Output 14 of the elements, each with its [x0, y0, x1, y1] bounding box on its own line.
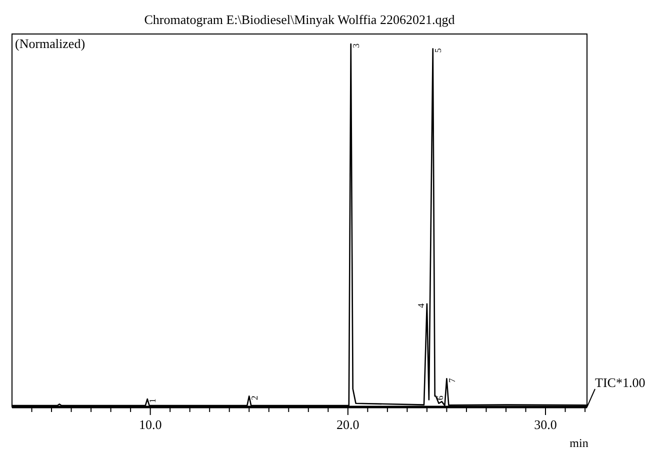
annotation: 5 [433, 48, 444, 53]
x-axis-title: min [570, 436, 588, 450]
annotation: 6 [435, 395, 445, 400]
annotation: (Normalized) [15, 36, 86, 51]
x-tick-label: 10.0 [138, 417, 162, 432]
annotation: 7 [446, 378, 457, 383]
annotation: 4 [416, 302, 426, 308]
chart-title: Chromatogram E:\Biodiesel\Minyak Wolffia 22062021.qgd [144, 12, 456, 27]
annotation: 2 [249, 396, 260, 400]
annotation: 3 [351, 43, 362, 48]
x-tick-label: 30.0 [534, 417, 557, 432]
annotation: 1 [148, 398, 158, 404]
x-tick-label: 20.0 [336, 417, 360, 432]
text: TIC*1.00 [595, 375, 646, 390]
